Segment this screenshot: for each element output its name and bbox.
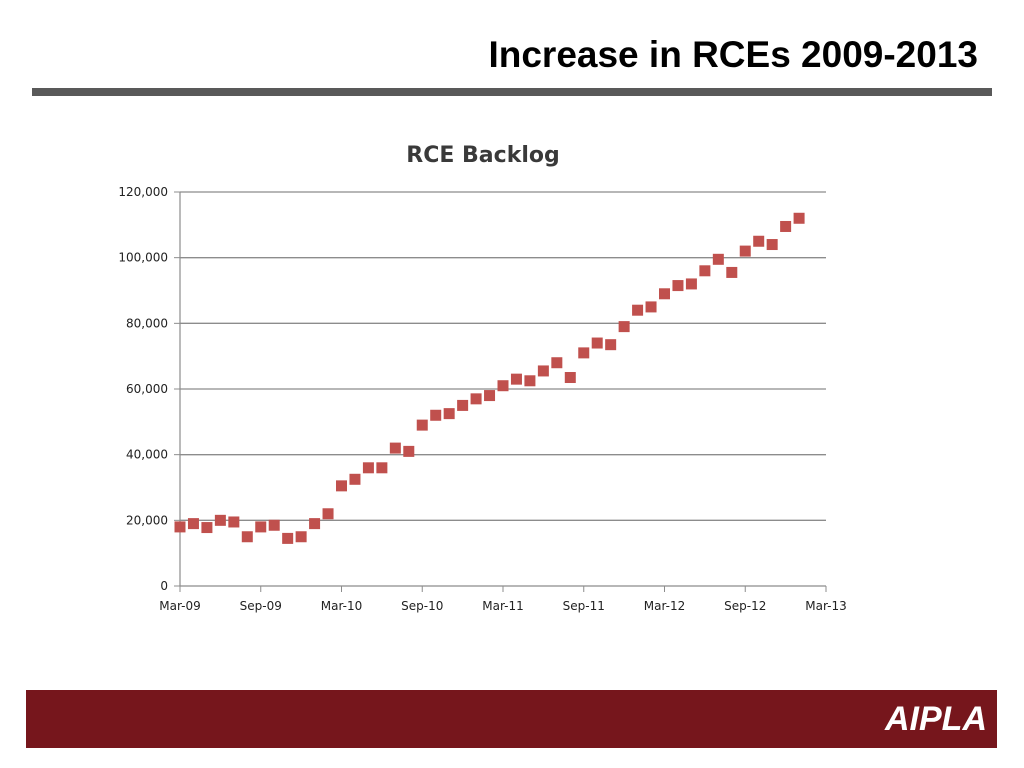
data-point [510, 373, 522, 385]
y-tick-label: 60,000 [126, 382, 168, 396]
footer-bar: AIPLA [26, 690, 997, 748]
data-point [201, 522, 213, 534]
data-point [618, 321, 630, 333]
data-point [403, 445, 415, 457]
data-point [564, 372, 576, 384]
data-point [309, 518, 321, 530]
data-point [282, 532, 294, 544]
rce-backlog-chart: RCE Backlog 0 20,000 40,000 60,000 80,000 100… [118, 143, 846, 613]
title-rule [32, 88, 992, 96]
data-point [389, 442, 401, 454]
x-tick-label: Mar-12 [644, 599, 685, 613]
chart-container: RCE Backlog 0 20,000 40,000 60,000 80,000 100… [0, 120, 1024, 640]
x-tick-label: Mar-11 [482, 599, 523, 613]
data-point [780, 220, 792, 232]
data-point [241, 531, 253, 543]
data-point [484, 390, 496, 402]
data-point [443, 408, 455, 420]
data-point [322, 508, 334, 520]
x-tick-label: Mar-10 [321, 599, 362, 613]
data-point [632, 304, 644, 316]
chart-title: RCE Backlog [406, 143, 559, 168]
data-point [430, 409, 442, 421]
data-point [699, 265, 711, 277]
x-tick-label: Sep-09 [240, 599, 282, 613]
data-point [214, 514, 226, 526]
y-tick-label: 100,000 [118, 251, 168, 265]
x-tick-label: Mar-13 [805, 599, 846, 613]
x-tick-label: Mar-09 [159, 599, 200, 613]
data-point [766, 239, 778, 251]
data-point [739, 245, 751, 257]
data-point [712, 253, 724, 265]
data-point [578, 347, 590, 359]
data-point [645, 301, 657, 313]
data-point [672, 280, 684, 292]
x-tick-label: Sep-11 [563, 599, 605, 613]
data-point [174, 521, 186, 533]
x-tick-label: Sep-12 [724, 599, 766, 613]
data-point [497, 380, 509, 392]
data-point [255, 521, 267, 533]
y-tick-label: 0 [160, 579, 168, 593]
data-point [537, 365, 549, 377]
data-point [457, 399, 469, 411]
slide-title: Increase in RCEs 2009-2013 [488, 34, 978, 75]
data-point [551, 357, 563, 369]
data-point [685, 278, 697, 290]
data-point [336, 480, 347, 492]
data-point [295, 531, 307, 543]
data-point [605, 339, 617, 351]
x-tick-label: Sep-10 [401, 599, 443, 613]
y-tick-label: 120,000 [118, 185, 168, 199]
y-tick-label: 40,000 [126, 448, 168, 462]
y-tick-label: 20,000 [126, 513, 168, 527]
data-point [376, 462, 388, 474]
data-point [726, 266, 738, 278]
data-point [268, 519, 280, 531]
data-point [349, 473, 361, 485]
data-point [362, 462, 374, 474]
aipla-logo: AIPLA [885, 700, 987, 738]
data-point [753, 235, 765, 247]
data-point [416, 419, 428, 431]
data-point [228, 516, 240, 528]
y-tick-label: 80,000 [126, 316, 168, 330]
data-point [470, 393, 482, 405]
data-point [659, 288, 670, 300]
data-point [524, 375, 536, 387]
data-point [793, 212, 805, 224]
data-point [187, 518, 199, 530]
data-point [591, 337, 603, 349]
